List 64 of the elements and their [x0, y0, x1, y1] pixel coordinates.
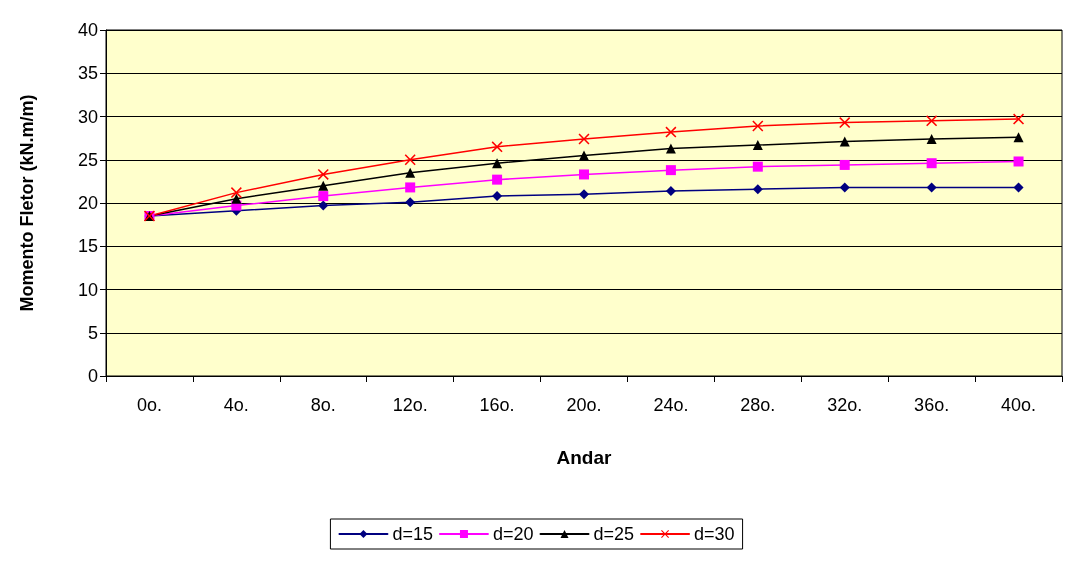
x-tick-label: 8o. [310, 395, 336, 415]
x-tick-label: 28o. [740, 395, 776, 415]
point [665, 126, 677, 138]
point [665, 143, 676, 154]
point [752, 120, 764, 132]
point [318, 180, 329, 191]
point [1013, 156, 1024, 167]
legend-label: d=30 [694, 524, 735, 544]
x-tick-label: 4o. [223, 395, 249, 415]
point [1013, 113, 1025, 125]
y-axis-title: Momento Fletor (kN.m/m) [17, 94, 37, 312]
point [405, 182, 416, 193]
point [839, 159, 850, 170]
point [1013, 182, 1024, 193]
legend-label: d=15 [392, 524, 433, 544]
point [492, 158, 503, 169]
y-tick-label: 25 [77, 149, 98, 170]
point [318, 200, 329, 211]
point [579, 150, 589, 161]
point [839, 117, 851, 129]
point [665, 185, 676, 196]
point [839, 136, 850, 147]
point [578, 133, 590, 145]
legend-label: d=25 [593, 524, 635, 544]
point [926, 158, 937, 169]
y-tick-label: 30 [77, 106, 98, 127]
x-tick-label: 36o. [914, 395, 950, 415]
x-tick-label: 24o. [653, 395, 689, 415]
point [404, 154, 416, 166]
point [1013, 132, 1024, 143]
point [317, 168, 329, 180]
x-tick-label: 32o. [827, 395, 863, 415]
y-tick-label: 0 [87, 366, 98, 386]
point [665, 165, 676, 176]
point [752, 140, 763, 151]
y-tick-label: 15 [77, 236, 98, 257]
point [579, 189, 589, 200]
x-tick-label: 16o. [479, 395, 515, 415]
point [318, 191, 329, 202]
point [405, 197, 416, 208]
y-tick-label: 40 [77, 20, 98, 40]
point [926, 182, 937, 193]
point [752, 184, 763, 195]
point [579, 169, 589, 180]
x-tick-label: 20o. [566, 395, 602, 415]
x-tick-label: 0o. [136, 395, 162, 415]
point [492, 191, 503, 202]
x-axis-title: Andar [556, 447, 613, 468]
point [491, 141, 503, 153]
x-tick-label: 12o. [392, 395, 428, 415]
legend-label: d=20 [492, 524, 534, 544]
point [926, 115, 938, 127]
y-tick-label: 35 [77, 63, 98, 84]
y-tick-label: 5 [87, 322, 98, 343]
x-tick-label: 40o. [1001, 395, 1037, 415]
point [926, 133, 937, 144]
point [752, 161, 763, 172]
y-tick-label: 10 [77, 279, 98, 300]
point [405, 167, 416, 178]
point [230, 187, 242, 199]
y-tick-label: 20 [77, 193, 98, 213]
point [839, 182, 850, 193]
point [231, 193, 242, 204]
point [492, 174, 503, 185]
